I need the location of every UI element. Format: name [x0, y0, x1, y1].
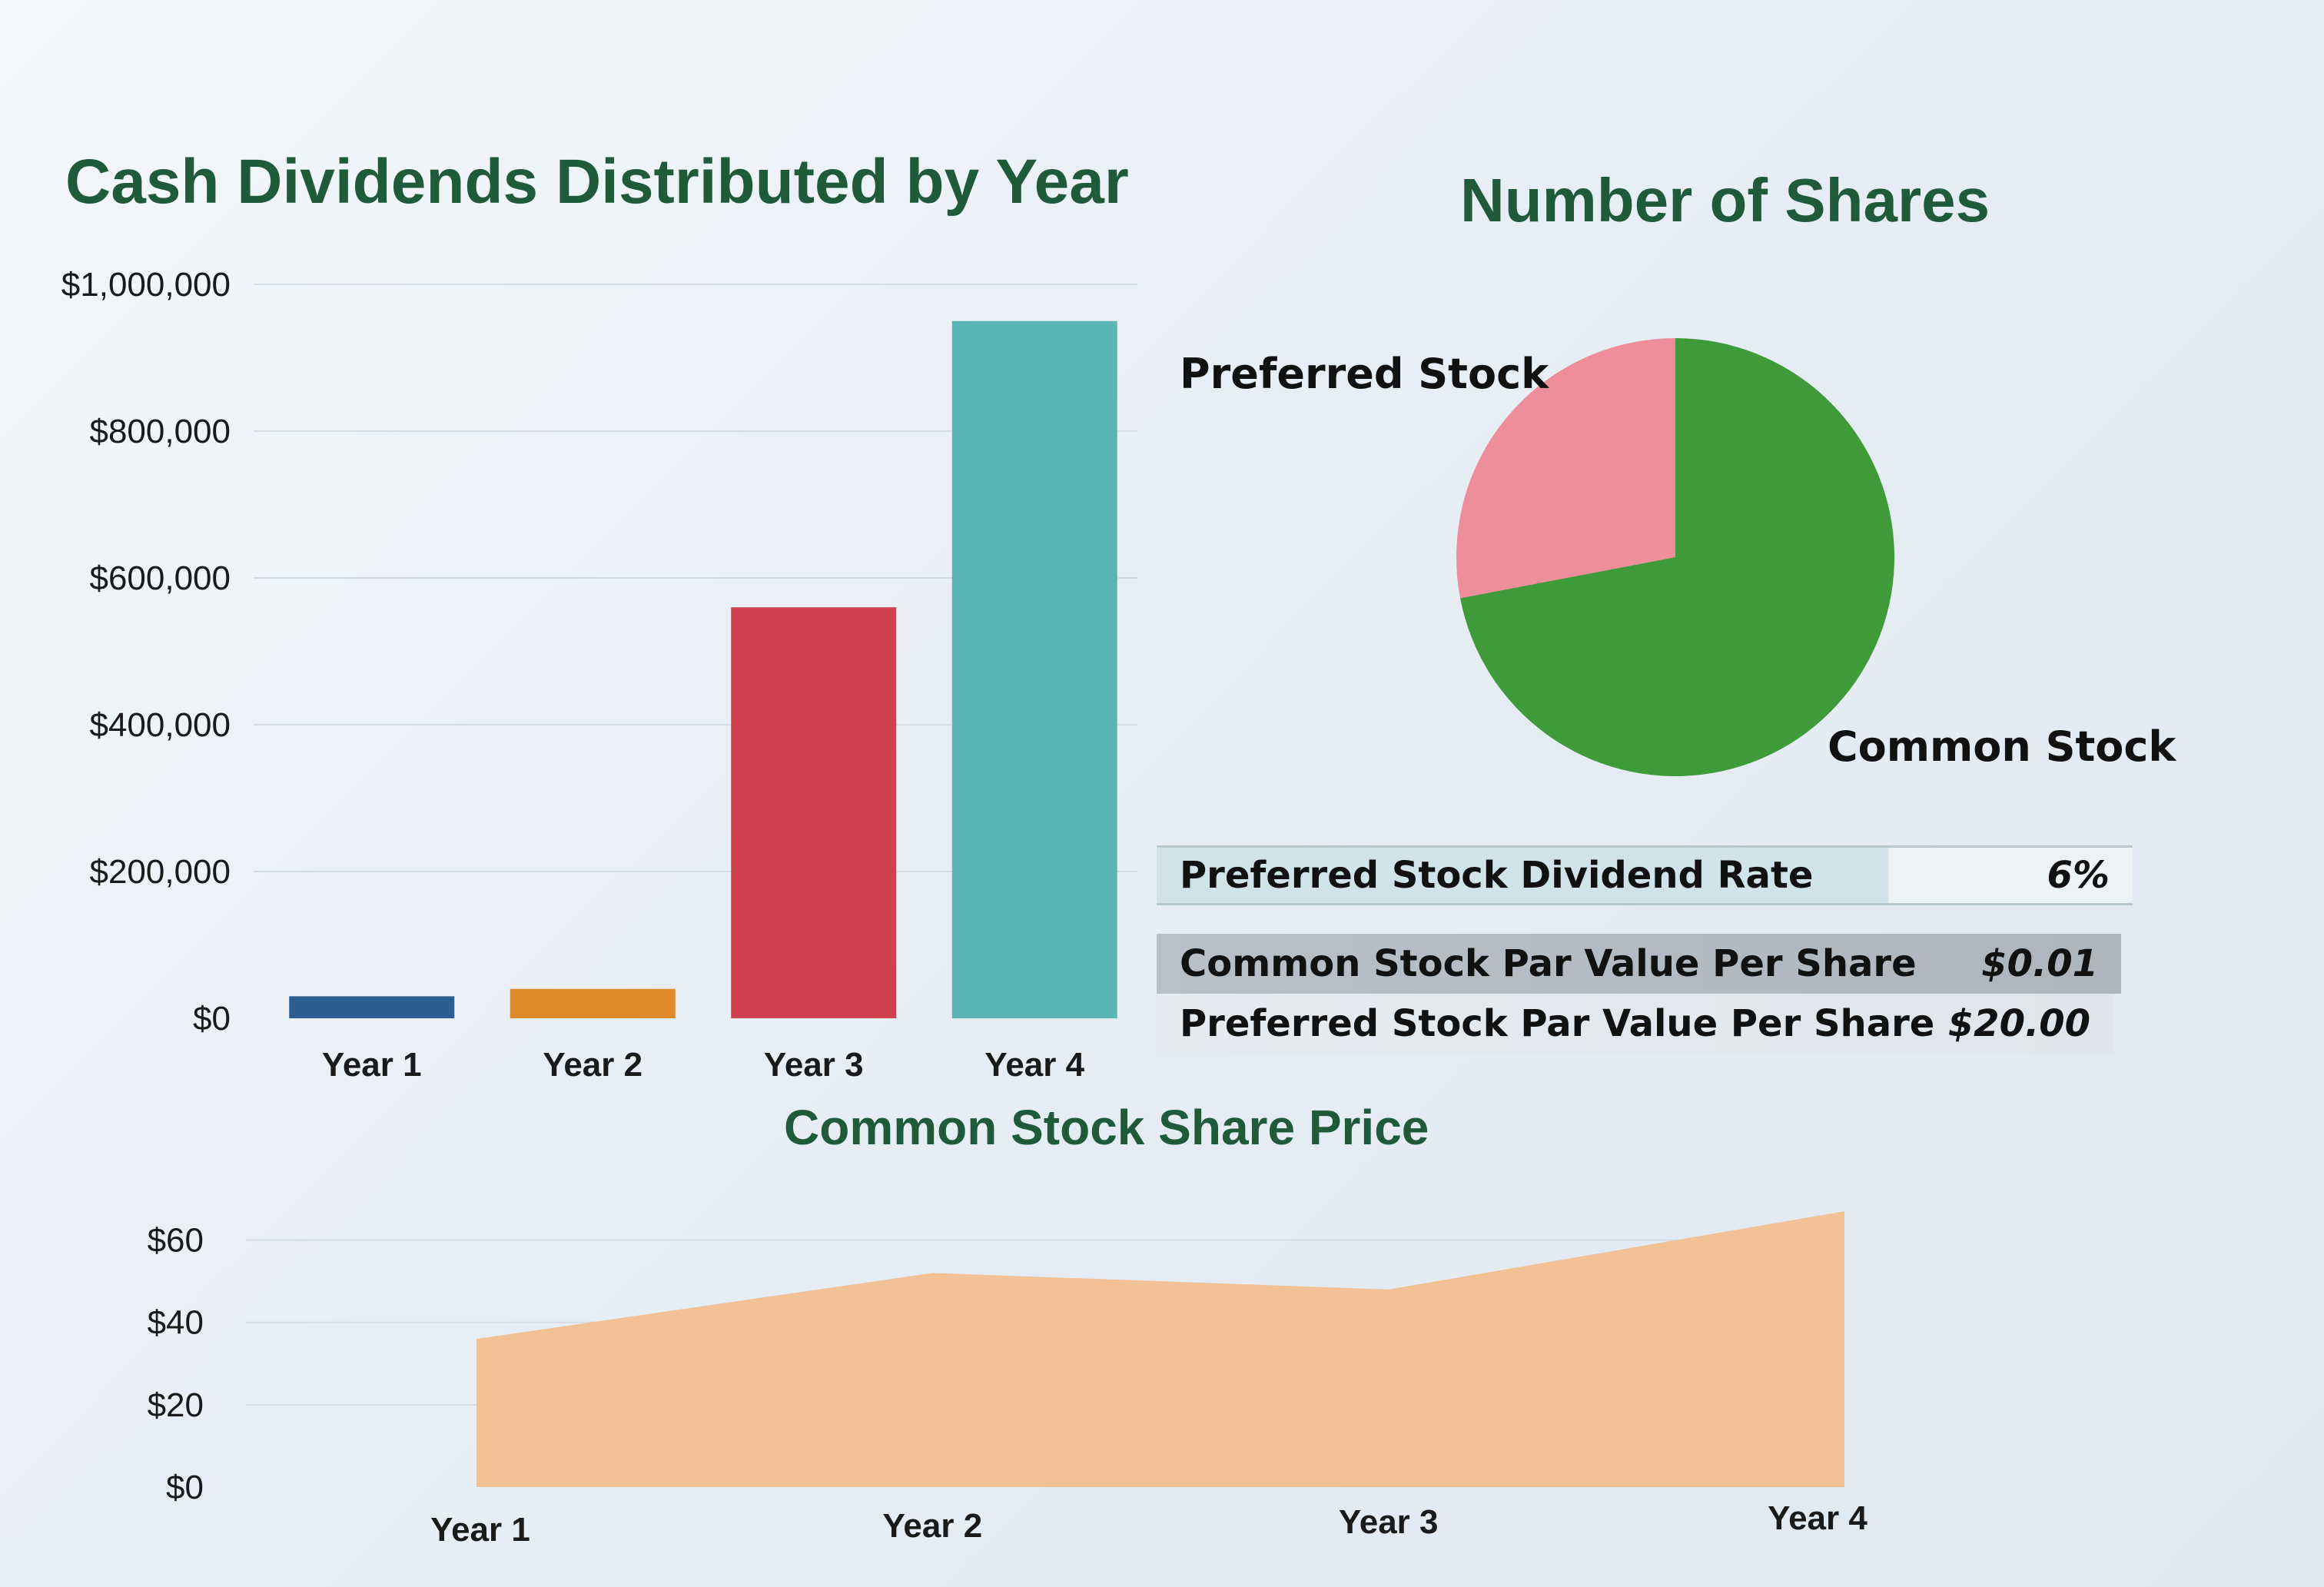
dividend-rate-row: Preferred Stock Dividend Rate 6% — [1157, 845, 2133, 905]
pie-slice-common — [1460, 338, 1895, 777]
pie-label-preferred: Preferred Stock — [1180, 350, 1549, 398]
preferred-par-label: Preferred Stock Par Value Per Share — [1180, 1002, 1935, 1045]
preferred-par-row: Preferred Stock Par Value Per Share $20.… — [1157, 994, 2113, 1054]
pie-chart-title: Number of Shares — [1460, 166, 1990, 234]
area-y-tick-label: $60 — [148, 1222, 204, 1260]
bar-y-tick-label: $200,000 — [89, 853, 231, 891]
area-x-tick-label: Year 4 — [1768, 1499, 1868, 1537]
area-x-tick-label: Year 2 — [882, 1507, 982, 1545]
pie-slice-preferred — [1456, 338, 1675, 599]
bar-x-tick-label: Year 3 — [764, 1046, 864, 1084]
pie-label-common: Common Stock — [1828, 722, 2176, 771]
common-par-value: $0.01 — [1981, 942, 2098, 985]
bar-year-3 — [731, 607, 897, 1018]
bar-x-tick-label: Year 4 — [984, 1046, 1084, 1084]
dividend-rate-label: Preferred Stock Dividend Rate — [1180, 854, 1814, 897]
area-series — [476, 1211, 1844, 1487]
area-y-tick-label: $40 — [148, 1304, 204, 1342]
area-chart-title: Common Stock Share Price — [784, 1100, 1429, 1155]
bar-x-tick-label: Year 2 — [543, 1046, 642, 1084]
bar-chart-title: Cash Dividends Distributed by Year — [65, 147, 1129, 217]
bar-y-tick-label: $400,000 — [89, 706, 231, 744]
bar-year-4 — [951, 320, 1117, 1018]
preferred-par-value: $20.00 — [1947, 1002, 2090, 1045]
bar-x-tick-label: Year 1 — [322, 1046, 422, 1084]
common-par-label: Common Stock Par Value Per Share — [1180, 942, 1917, 985]
area-x-tick-label: Year 3 — [1339, 1503, 1439, 1541]
bar-y-tick-label: $800,000 — [89, 413, 231, 450]
area-x-tick-label: Year 1 — [430, 1511, 530, 1549]
bar-year-1 — [289, 996, 455, 1018]
bar-y-tick-label: $0 — [193, 1000, 231, 1038]
dividend-rate-value: 6% — [2047, 854, 2110, 897]
area-y-tick-label: $0 — [166, 1469, 204, 1506]
common-par-row: Common Stock Par Value Per Share $0.01 — [1157, 934, 2121, 994]
bar-y-tick-label: $600,000 — [89, 559, 231, 597]
bar-y-tick-label: $1,000,000 — [61, 266, 231, 304]
area-y-tick-label: $20 — [148, 1386, 204, 1424]
bar-year-2 — [510, 988, 676, 1018]
